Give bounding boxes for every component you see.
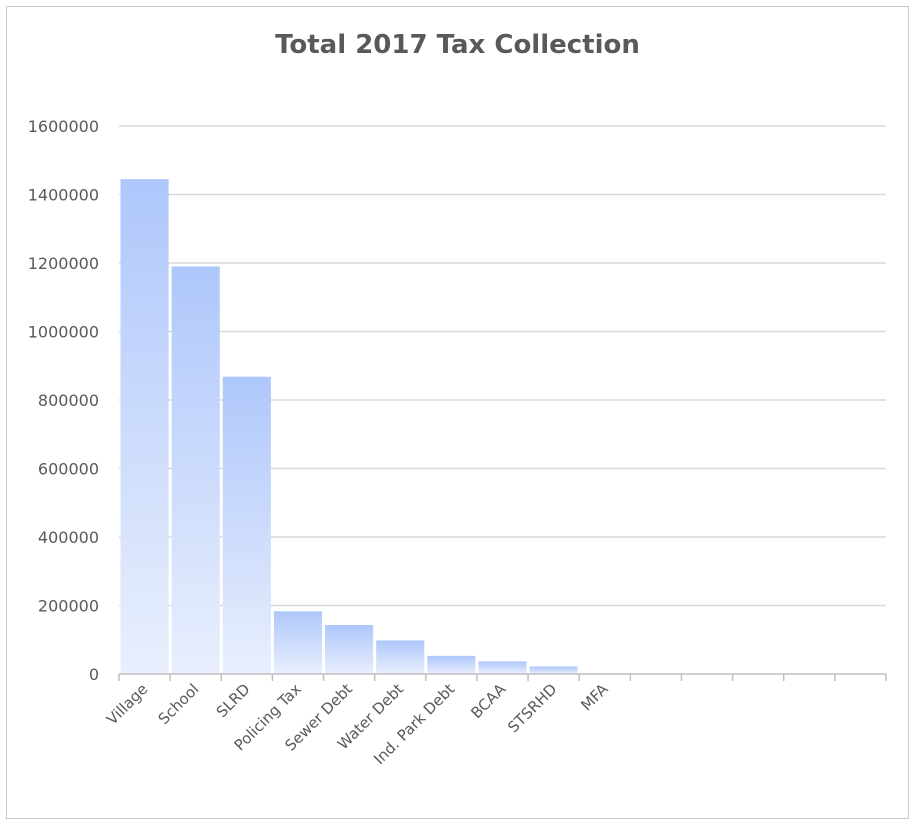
bar [427,655,476,674]
y-tick-label: 400000 [38,528,99,547]
chart-title: Total 2017 Tax Collection [275,30,640,60]
bars [120,179,629,674]
bar [273,611,323,674]
bar [171,266,220,674]
y-tick-label: 1600000 [28,117,99,136]
y-tick-label: 200000 [38,597,99,616]
bar [222,376,271,674]
bar [325,625,374,674]
x-tick-label: BCAA [467,680,510,723]
x-tick-label: MFA [577,680,612,715]
x-tick-label: School [155,680,203,728]
bar [120,179,169,674]
y-tick-label: 1000000 [28,323,99,342]
x-tick-label: Village [103,680,151,728]
y-tick-label: 0 [89,665,99,684]
bar [529,666,578,674]
y-tick-label: 600000 [38,460,99,479]
bar [478,661,527,674]
bar [376,640,425,674]
x-tick-label: STSRHD [504,680,560,736]
y-tick-label: 1200000 [28,254,99,273]
x-axis [118,673,887,681]
y-tick-label: 800000 [38,391,99,410]
y-tick-label: 1400000 [28,186,99,205]
x-tick-label: SLRD [213,680,254,721]
